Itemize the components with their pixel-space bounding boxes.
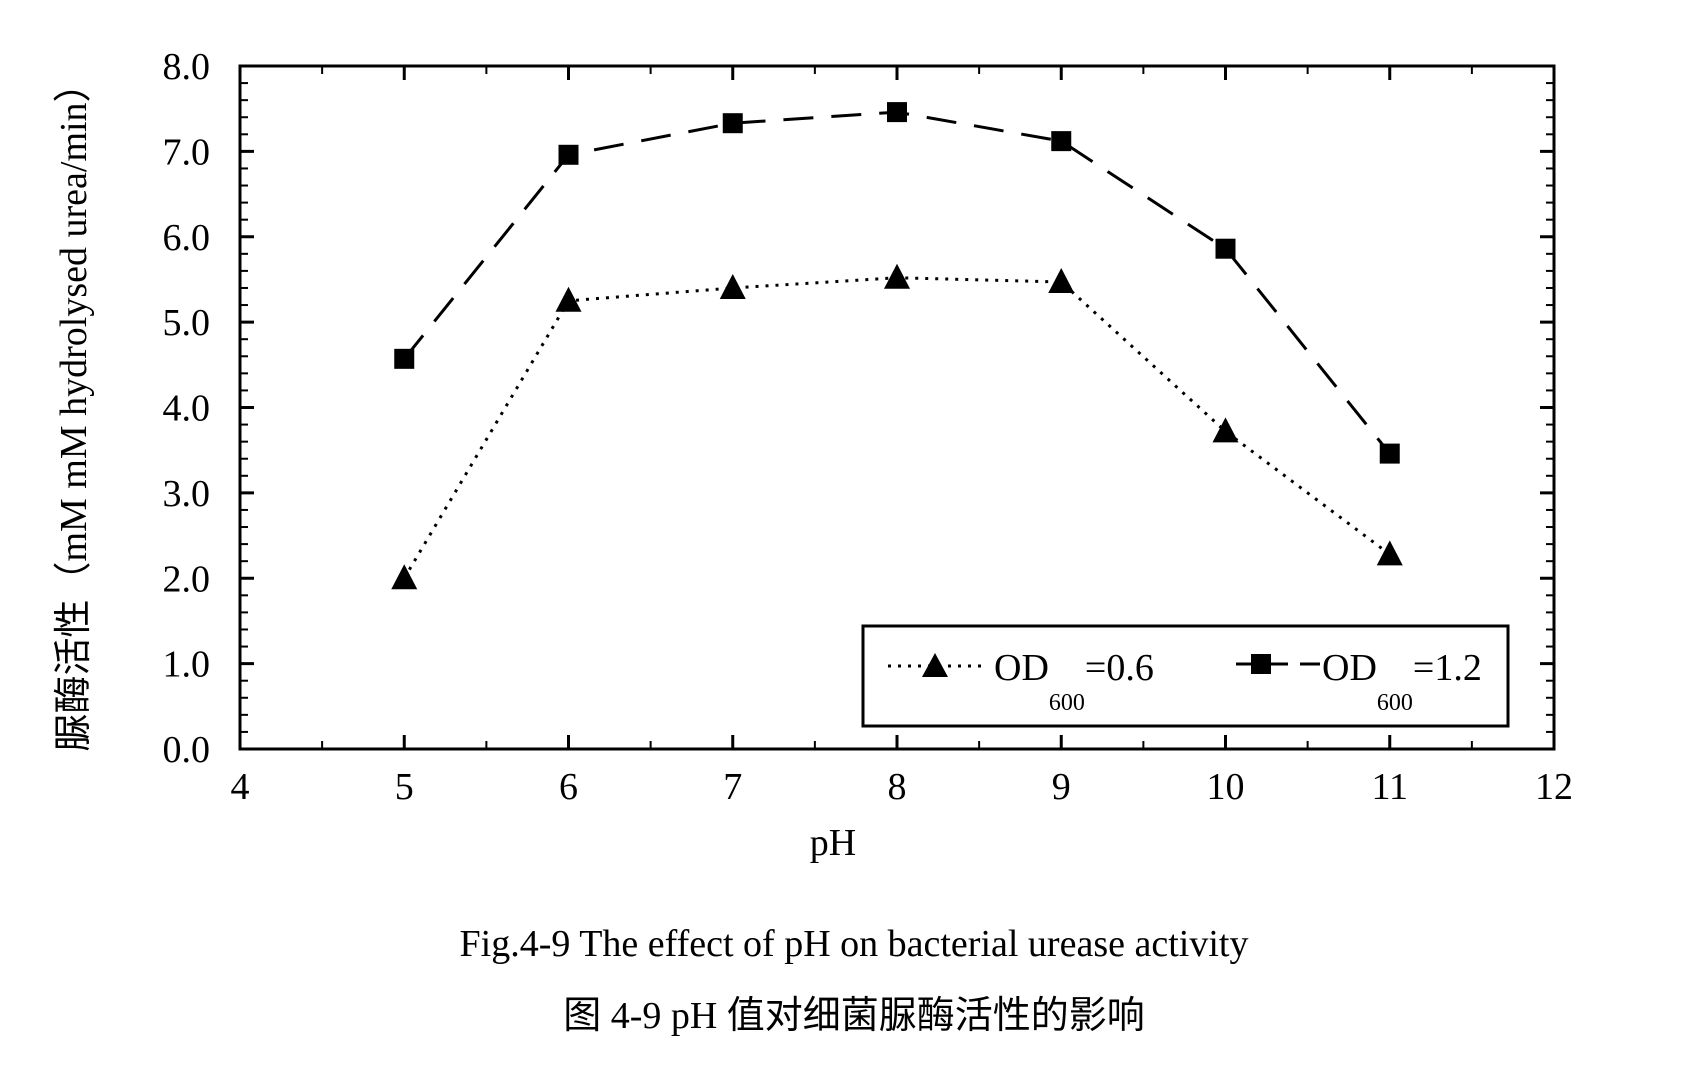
data-point-square <box>1379 443 1400 464</box>
legend-label-main: OD <box>1322 647 1377 689</box>
data-point-triangle <box>1048 267 1075 293</box>
data-point-triangle <box>884 263 910 289</box>
data-point-triangle <box>1212 417 1239 443</box>
legend-item-od06: OD600=0.6 <box>888 647 1154 716</box>
chart: 4 5 6 7 8 9 10 11 12 0.0 1.0 2.0 3.0 4.0 5.0 6.0 7.0 8.0… <box>53 46 1573 864</box>
legend-marker-triangle <box>922 653 948 677</box>
data-point-square <box>558 144 579 165</box>
x-tick-label: 11 <box>1371 766 1408 808</box>
legend-label-rest: =0.6 <box>1085 647 1154 689</box>
data-point-triangle <box>1376 540 1403 566</box>
x-tick-label: 6 <box>559 766 578 808</box>
legend-label-od12: OD600=1.2 <box>1322 647 1482 716</box>
data-point-square <box>1051 131 1072 152</box>
y-axis-title: 脲酶活性（mM mM hydrolysed urea/min） <box>53 64 95 751</box>
x-tick-label: 7 <box>723 766 742 808</box>
data-point-triangle <box>555 286 582 312</box>
y-tick-label: 1.0 <box>163 644 211 686</box>
legend-label-main: OD <box>994 647 1049 689</box>
legend-marker-square <box>1251 654 1271 674</box>
x-tick-label: 8 <box>888 766 907 808</box>
data-point-square <box>722 113 743 134</box>
caption-chinese: 图 4-9 pH 值对细菌脲酶活性的影响 <box>563 995 1145 1037</box>
y-tick-label: 4.0 <box>163 388 211 430</box>
y-tick-label: 3.0 <box>163 473 211 515</box>
y-tick-label: 0.0 <box>163 729 211 771</box>
legend-label-sub: 600 <box>1049 690 1085 716</box>
x-tick-label: 12 <box>1535 766 1573 808</box>
data-point-square <box>1215 238 1236 259</box>
x-tick-label: 4 <box>231 766 250 808</box>
x-tick-label: 5 <box>395 766 414 808</box>
x-tick-label: 9 <box>1052 766 1071 808</box>
y-tick-label: 7.0 <box>163 131 211 173</box>
x-axis-title: pH <box>810 822 856 864</box>
y-tick-label: 5.0 <box>163 302 211 344</box>
legend-label-od06: OD600=0.6 <box>994 647 1154 716</box>
data-point-triangle <box>391 564 418 590</box>
y-tick-label: 6.0 <box>163 217 211 259</box>
legend: OD600=0.6 OD600=1.2 <box>861 624 1510 728</box>
series-od06 <box>391 263 1403 590</box>
x-tick-label: 10 <box>1207 766 1245 808</box>
data-point-triangle <box>719 273 746 299</box>
caption-english: Fig.4-9 The effect of pH on bacterial ur… <box>459 923 1249 965</box>
legend-label-rest: =1.2 <box>1413 647 1482 689</box>
y-tick-label: 8.0 <box>163 46 211 88</box>
series-line <box>402 276 1391 580</box>
legend-label-sub: 600 <box>1377 690 1413 716</box>
series-od12 <box>394 102 1400 464</box>
y-tick-label: 2.0 <box>163 558 211 600</box>
legend-box <box>861 624 1510 728</box>
legend-item-od12: OD600=1.2 <box>1236 647 1482 716</box>
plot-frame <box>238 64 1556 751</box>
data-point-square <box>887 102 907 123</box>
data-point-square <box>394 348 415 369</box>
